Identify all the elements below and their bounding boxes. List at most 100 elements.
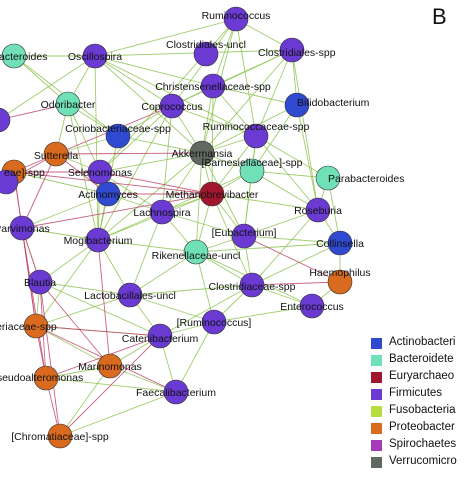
node-ruminococcaceae-spp[interactable] xyxy=(243,123,269,149)
node-barnesiellaceae-spp[interactable] xyxy=(239,158,265,184)
node-coriobacteriaceae-spp[interactable] xyxy=(105,123,131,149)
node-catenibacterium[interactable] xyxy=(147,323,173,349)
edge-positive xyxy=(235,18,257,137)
node-label-parabacteroides: Parabacteroides xyxy=(328,173,404,185)
node-lachnospira[interactable] xyxy=(149,199,175,225)
edge-positive xyxy=(251,170,319,211)
edge-positive xyxy=(94,55,214,87)
node-actinomyces[interactable] xyxy=(95,181,121,207)
edge-negative xyxy=(243,235,341,283)
edge-negative xyxy=(21,227,47,379)
edge-negative xyxy=(21,153,57,229)
node-label-eubacterium: [Eubacterium] xyxy=(212,227,277,239)
node-label-ruminococcus-top: Ruminococcus xyxy=(202,10,271,22)
edge-positive xyxy=(255,135,329,179)
node-clostridiales-uncl[interactable] xyxy=(193,41,219,67)
node-label-mogibacterium: Mogibacterium xyxy=(64,235,133,247)
node-label-haemophilus: Haemophilus xyxy=(309,267,370,279)
node-blautia[interactable] xyxy=(27,269,53,295)
node-ruminococcus-top[interactable] xyxy=(223,6,249,32)
node-label-roseburia: Roseburia xyxy=(294,205,342,217)
edge-positive xyxy=(35,294,131,327)
node-roseburia[interactable] xyxy=(305,197,331,223)
edge-positive xyxy=(175,321,215,393)
node-coprococcus[interactable] xyxy=(159,93,185,119)
node-seudoalteromonas[interactable] xyxy=(33,365,59,391)
legend-swatch xyxy=(371,457,382,468)
node-enterococcus[interactable] xyxy=(299,293,325,319)
node-haemophilus[interactable] xyxy=(327,269,353,295)
node-label-barnesiellaceae-spp: [Barnesiellaceae]-spp xyxy=(202,157,303,169)
node-methanobrevibacter[interactable] xyxy=(199,181,225,207)
node-left-node-2[interactable] xyxy=(0,169,19,195)
legend-label: Verrucomicro xyxy=(389,455,457,467)
node-odoribacter[interactable] xyxy=(55,91,81,117)
edge-positive xyxy=(97,105,173,241)
node-label-chromatiaceae-spp: [Chromatiaceae]-spp xyxy=(11,431,109,443)
edge-positive xyxy=(39,281,131,296)
edge-negative xyxy=(35,325,161,337)
node-left-node-1[interactable] xyxy=(0,107,11,133)
network-labels: Ruminococcus Bacteroides Oscillospira Clost… xyxy=(0,10,404,443)
edge-positive xyxy=(159,284,253,337)
edge-positive xyxy=(129,251,197,296)
node-oscillospira[interactable] xyxy=(82,43,108,69)
edge-positive xyxy=(39,281,161,337)
node-label-seudoalteromonas: seudoalteromonas xyxy=(0,372,83,384)
edge-positive xyxy=(243,209,319,237)
node-label-selenomonas: Selenomonas xyxy=(68,167,132,179)
node-label-enterococcus: Enterococcus xyxy=(280,301,344,313)
node-marinomonas[interactable] xyxy=(97,353,123,379)
panel-label: B xyxy=(432,4,447,29)
node-parvimonas[interactable] xyxy=(9,215,35,241)
node-akkermansia[interactable] xyxy=(189,140,215,166)
edge-positive xyxy=(251,209,319,286)
node-bifidobacterium[interactable] xyxy=(284,92,310,118)
node-label-clostridiaceae-spp: Clostridiaceae-spp xyxy=(209,281,296,293)
node-label-clostridiales-uncl: Clostridiales-uncl xyxy=(166,39,246,51)
node-mogibacterium[interactable] xyxy=(85,227,111,253)
node-label-parvimonas: Parvimonas xyxy=(0,223,50,235)
legend-swatch xyxy=(371,389,382,400)
legend-swatch xyxy=(371,355,382,366)
node-label-actinomyces: Actinomyces xyxy=(78,189,138,201)
node-clostridiaceae-spp[interactable] xyxy=(239,272,265,298)
legend-swatch xyxy=(371,423,382,434)
node-sutterella[interactable] xyxy=(43,141,69,167)
node-lactobacillales-uncl[interactable] xyxy=(117,282,143,308)
node-rikenellaceae-uncl[interactable] xyxy=(183,239,209,265)
edge-positive xyxy=(291,49,319,211)
edge-negative xyxy=(59,335,161,437)
edge-positive xyxy=(255,135,319,211)
node-clostridiales-spp[interactable] xyxy=(279,37,305,63)
edge-positive xyxy=(251,170,329,179)
edge-positive xyxy=(21,227,99,241)
node-label-ruminococcus-bracket: [Ruminococcus] xyxy=(177,317,252,329)
node-label-bifidobacterium: Bifidobacterium xyxy=(297,97,370,109)
edge-positive xyxy=(161,211,245,237)
edge-positive xyxy=(211,193,253,286)
node-parabacteroides[interactable] xyxy=(315,165,341,191)
node-faecalibacterium[interactable] xyxy=(163,379,189,405)
legend-label: Bacteroidete xyxy=(389,353,454,365)
edge-positive xyxy=(213,305,313,323)
node-collinsella[interactable] xyxy=(327,230,353,256)
node-label-eae-spp: eae]-spp xyxy=(4,167,45,179)
node-ruminococcus-bracket[interactable] xyxy=(201,309,227,335)
node-chromatiaceae-spp[interactable] xyxy=(47,423,73,449)
node-label-methanobrevibacter: Methanobrevibacter xyxy=(166,189,259,201)
node-bacteroides[interactable] xyxy=(1,43,27,69)
node-christensenellaceae-spp[interactable] xyxy=(200,73,226,99)
node-label-faecalibacterium: Faecalibacterium xyxy=(136,387,216,399)
node-selenomonas[interactable] xyxy=(87,159,113,185)
node-isseriaceae-spp[interactable] xyxy=(23,313,49,339)
legend-label: Firmicutes xyxy=(389,387,443,399)
node-eubacterium[interactable] xyxy=(231,223,257,249)
edge-negative xyxy=(39,281,61,437)
legend-label: Actinobacteri xyxy=(389,336,456,348)
edge-negative xyxy=(251,281,341,286)
node-label-coprococcus: Coprococcus xyxy=(141,101,202,113)
edge-positive xyxy=(13,171,109,195)
edge-positive xyxy=(99,152,203,173)
